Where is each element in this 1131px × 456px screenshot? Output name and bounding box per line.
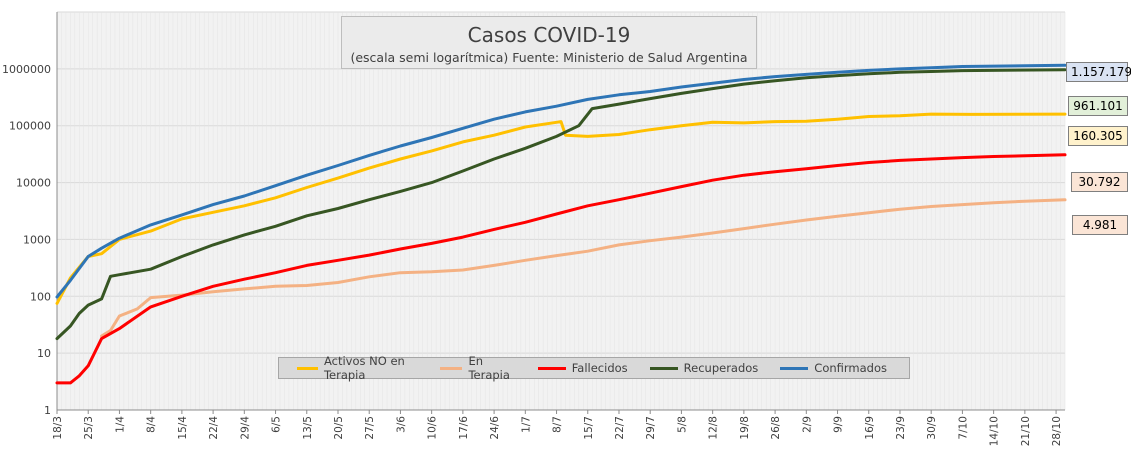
legend-label: Confirmados: [814, 361, 887, 375]
series-line-fallecidos: [55, 153, 1067, 385]
last-value-badge: 30.792: [1071, 172, 1128, 192]
y-tick-label: 100: [30, 290, 51, 303]
y-tick-label: 100000: [9, 120, 51, 133]
x-tick-label: 2/9: [801, 416, 813, 433]
x-tick-label: 9/9: [833, 416, 845, 433]
legend-swatch: [780, 366, 809, 370]
y-tick-label: 10: [37, 347, 51, 360]
legend-label: Activos NO en Terapia: [323, 354, 405, 382]
x-tick-label: 23/9: [895, 416, 907, 440]
chart-subtitle: (escala semi logarítmica) Fuente: Minist…: [350, 50, 748, 65]
x-tick-label: 29/4: [239, 416, 251, 440]
legend-item: Activos NO en Terapia: [297, 354, 418, 382]
x-tick-label: 8/7: [552, 416, 564, 433]
x-tick-label: 21/10: [1020, 416, 1032, 446]
x-tick-label: 3/6: [395, 416, 407, 433]
chart-title-box: Casos COVID-19 (escala semi logarítmica)…: [341, 16, 757, 69]
legend-item: En Terapia: [440, 354, 515, 382]
legend-item: Fallecidos: [537, 361, 628, 375]
legend-swatch: [537, 366, 566, 370]
legend-item: Recuperados: [649, 361, 759, 375]
legend-item: Confirmados: [780, 361, 887, 375]
x-tick-label: 17/6: [458, 416, 470, 440]
y-tick-label: 1: [44, 404, 51, 417]
x-tick-label: 1/7: [520, 416, 532, 433]
legend-label: En Terapia: [468, 354, 510, 382]
legend-swatch: [297, 366, 318, 370]
x-tick-label: 22/4: [208, 416, 220, 440]
x-tick-label: 25/3: [83, 416, 95, 440]
x-tick-label: 30/9: [926, 416, 938, 440]
y-tick-label: 1000000: [2, 63, 51, 76]
x-tick-label: 1/4: [114, 416, 126, 433]
last-value-badge: 1.157.179: [1066, 62, 1131, 82]
last-value-badge: 4.981: [1072, 215, 1128, 235]
x-tick-label: 13/5: [302, 416, 314, 440]
x-tick-label: 15/4: [177, 416, 189, 440]
x-tick-label: 7/10: [957, 416, 969, 440]
chart-legend: Activos NO en Terapia En Terapia Fallecido…: [278, 354, 910, 382]
legend-swatch: [440, 366, 463, 370]
x-tick-label: 27/5: [364, 416, 376, 440]
series-line-confirmados: [55, 63, 1067, 299]
x-tick-label: 24/6: [489, 416, 501, 440]
x-tick-label: 10/6: [427, 416, 439, 440]
legend-swatch: [649, 366, 678, 370]
x-tick-label: 22/7: [614, 416, 626, 440]
series-line-recuperados: [55, 68, 1067, 341]
y-tick-label: 1000: [23, 233, 51, 246]
x-tick-label: 28/10: [1051, 416, 1063, 446]
x-tick-label: 6/5: [271, 416, 283, 433]
x-tick-label: 29/7: [645, 416, 657, 440]
x-tick-label: 18/3: [52, 416, 64, 440]
y-tick-label: 10000: [16, 177, 51, 190]
last-value-badge: 961.101: [1068, 96, 1128, 116]
x-tick-label: 15/7: [583, 416, 595, 440]
series-line-activos-no-en-terapia: [55, 112, 1067, 305]
series-line-en-terapia: [100, 198, 1067, 338]
last-value-badge: 160.305: [1068, 126, 1128, 146]
legend-label: Recuperados: [683, 361, 759, 375]
x-tick-label: 20/5: [333, 416, 345, 440]
x-tick-label: 26/8: [770, 416, 782, 440]
x-tick-label: 16/9: [864, 416, 876, 440]
x-tick-label: 12/8: [708, 416, 720, 440]
x-tick-label: 19/8: [739, 416, 751, 440]
legend-label: Fallecidos: [571, 361, 628, 375]
chart-title: Casos COVID-19: [467, 23, 631, 47]
x-tick-label: 14/10: [989, 416, 1001, 446]
x-tick-label: 8/4: [146, 416, 158, 433]
x-tick-label: 5/8: [676, 416, 688, 433]
